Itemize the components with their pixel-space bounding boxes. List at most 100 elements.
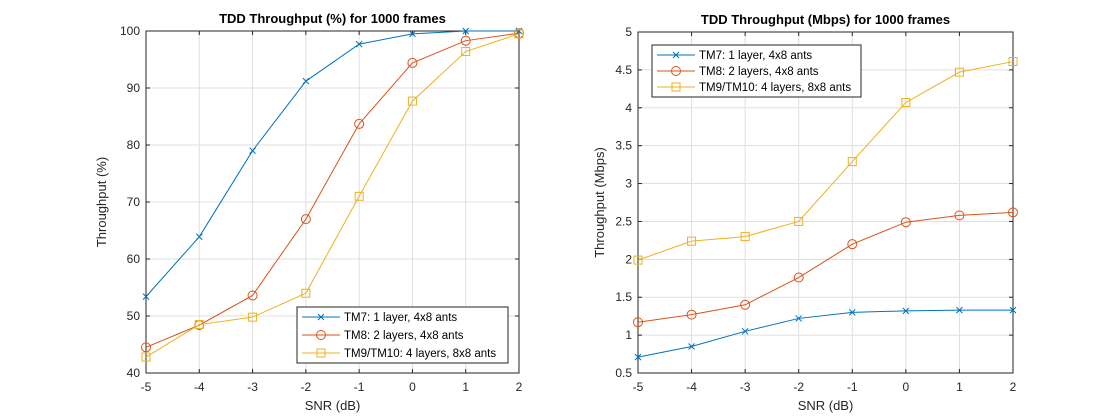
- legend-marker: [316, 330, 326, 340]
- data-point: [1009, 306, 1017, 314]
- series-0: [634, 306, 1017, 361]
- series-0: [142, 27, 523, 300]
- data-point: [901, 97, 911, 107]
- legend-label: TM8: 2 layers, 4x8 ants: [344, 330, 464, 342]
- series-line: [145, 30, 519, 297]
- data-point: [141, 342, 151, 353]
- legend-label: TM9/TM10: 4 layers, 8x8 ants: [344, 348, 496, 360]
- legend-label: TM8: 2 layers, 4x8 ants: [699, 66, 819, 78]
- y-tick-label: 4: [625, 101, 632, 115]
- legend-marker: [671, 82, 681, 92]
- series-line: [637, 61, 1014, 261]
- series-2: [633, 57, 1018, 265]
- data-point: [355, 40, 363, 48]
- y-tick-label: 2.5: [615, 214, 632, 228]
- data-point: [740, 232, 750, 242]
- x-tick-label: -4: [686, 380, 697, 394]
- x-tick-label: -2: [793, 380, 804, 394]
- x-tick-label: 0: [903, 380, 910, 394]
- data-point: [1008, 207, 1018, 218]
- data-point: [686, 309, 697, 320]
- series-line: [637, 211, 1014, 323]
- data-point: [954, 210, 965, 221]
- legend-marker: [671, 66, 681, 76]
- legend-label: TM9/TM10: 4 layers, 8x8 ants: [699, 82, 851, 94]
- y-axis-label: Throughput (%): [94, 157, 109, 247]
- data-point: [740, 299, 751, 310]
- x-tick-label: 0: [409, 380, 416, 394]
- y-tick-label: 70: [127, 195, 141, 209]
- x-tick-label: -3: [247, 380, 258, 394]
- series-line: [637, 309, 1013, 358]
- y-tick-label: 100: [120, 24, 140, 38]
- y-tick-label: 3: [625, 177, 632, 191]
- x-tick-label: -3: [740, 380, 751, 394]
- y-tick-label: 1: [625, 328, 632, 342]
- y-tick-label: 80: [127, 138, 141, 152]
- data-point: [633, 255, 643, 265]
- series-line: [145, 33, 520, 358]
- x-axis-label: SNR (dB): [798, 398, 854, 413]
- data-point: [848, 309, 856, 316]
- y-axis-label: Throughput (Mbps): [592, 147, 607, 258]
- data-point: [954, 67, 964, 77]
- data-point: [1008, 57, 1018, 67]
- y-tick-label: 5: [625, 25, 632, 39]
- y-tick-label: 1.5: [615, 290, 632, 304]
- data-point: [302, 77, 310, 85]
- legend-marker: [317, 313, 325, 321]
- data-point: [847, 239, 858, 250]
- data-point: [407, 57, 418, 68]
- data-point: [142, 293, 150, 300]
- data-point: [461, 47, 471, 57]
- legend-label: TM7: 1 layer, 4x8 ants: [344, 312, 457, 324]
- data-point: [407, 96, 417, 106]
- x-tick-label: 1: [956, 380, 963, 394]
- x-tick-label: -5: [141, 380, 152, 394]
- data-point: [354, 118, 365, 129]
- chart-title: TDD Throughput (%) for 1000 frames: [219, 11, 446, 26]
- y-tick-label: 4.5: [615, 63, 632, 77]
- data-point: [300, 214, 311, 225]
- legend-label: TM7: 1 layer, 4x8 ants: [699, 50, 812, 62]
- x-tick-label: -5: [633, 380, 644, 394]
- axes-box: [637, 31, 1014, 374]
- data-point: [462, 27, 470, 35]
- y-tick-label: 3.5: [615, 139, 632, 153]
- data-point: [514, 29, 524, 39]
- data-point: [794, 216, 804, 226]
- data-point: [847, 157, 857, 167]
- chart-0: -5 -4 -3 -2 -1 0 1 2 40 50 60 70 80 90 100 TDD Throughp…: [94, 11, 524, 413]
- data-point: [956, 306, 963, 314]
- data-point: [460, 35, 471, 46]
- y-tick-label: 2: [625, 252, 632, 266]
- data-point: [795, 315, 803, 322]
- x-tick-label: 2: [1010, 380, 1017, 394]
- legend-marker: [672, 51, 680, 59]
- series-1: [633, 207, 1018, 328]
- data-point: [634, 353, 642, 361]
- x-tick-label: -1: [847, 380, 858, 394]
- data-point: [195, 233, 203, 241]
- axes-box: [145, 30, 520, 374]
- data-point: [354, 191, 364, 201]
- chart-1: -5 -4 -3 -2 -1 0 1 2 0.5 1 1.5 2 2.5 3 3.5 4 4.5 5 TDD Thr…: [592, 12, 1018, 413]
- data-point: [141, 352, 151, 362]
- data-point: [902, 307, 910, 315]
- data-point: [194, 320, 204, 330]
- series-2: [141, 29, 524, 362]
- y-tick-label: 90: [127, 81, 141, 95]
- data-point: [687, 236, 697, 246]
- data-point: [301, 288, 311, 298]
- series-line: [145, 32, 520, 348]
- legend: TM7: 1 layer, 4x8 ants TM8: 2 layers, 4x8…: [296, 306, 509, 364]
- y-tick-label: 40: [127, 366, 141, 380]
- x-tick-label: -2: [301, 380, 312, 394]
- x-axis-label: SNR (dB): [305, 398, 361, 413]
- x-tick-label: -4: [194, 380, 205, 394]
- data-point: [633, 317, 643, 328]
- data-point: [247, 290, 258, 301]
- y-tick-label: 0.5: [615, 366, 632, 380]
- chart-title: TDD Throughput (Mbps) for 1000 frames: [701, 12, 950, 27]
